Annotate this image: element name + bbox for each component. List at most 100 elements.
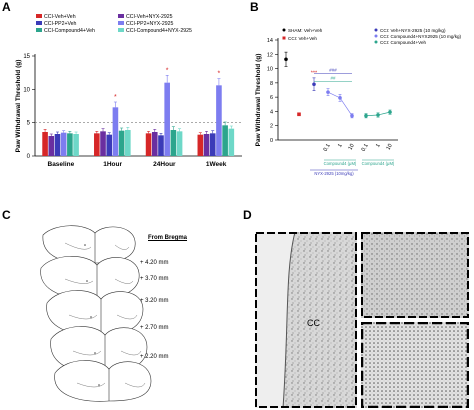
y-tick-label: 6 [270,95,273,101]
x-tick-label: 1 [375,143,382,149]
data-point [297,112,301,117]
bracket-label: Compound4 (μM) [362,161,395,166]
y-tick-label: 4 [270,109,273,115]
bar [228,128,235,156]
bar [100,131,106,156]
legend-label: SHAM: Veh+Veh [288,28,323,33]
y-tick-label: 15 [23,54,30,60]
x-tick-label: 1Hour [103,161,122,168]
y-tick-label: 2 [270,124,273,130]
legend-label: CCI-PP2+Veh [44,21,77,27]
significance-star: * [114,94,117,101]
legend-label: CCI-PP2+NYX-2925 [126,21,174,27]
data-point [338,96,342,100]
y-tick-label: 10 [267,67,273,73]
legend-marker [282,28,286,32]
bar [67,133,73,156]
legend-marker [282,36,286,40]
bracket-label: NYX-2925 (10mg/kg) [314,171,354,176]
legend-marker [374,34,378,38]
scatter-chart-b: 0 2 4 6 8 10 12 14 Paw Withdrawal Threshold (g) *… [255,28,462,176]
legend-label: CCI-Compound4+NYX-2925 [126,28,192,34]
y-tick-label: 12 [267,52,273,58]
legend-swatch [36,14,42,18]
y-tick-label: 14 [267,38,273,44]
bar [151,132,158,156]
y-tick-label: 0 [270,138,273,144]
y-tick-label: 5 [27,121,31,127]
legend-label: CCI-Veh+Veh [44,14,76,20]
legend-swatch [118,14,124,18]
significance-star: * [166,67,169,74]
legend-marker [374,28,378,32]
bar [54,134,61,156]
bar [164,82,170,156]
bregma-level: + 2.20 mm [140,354,169,360]
bar [176,131,183,156]
y-axis-label: Paw Withdrawal Threshold (g) [15,60,22,153]
bar [222,125,228,156]
y-tick-label: 10 [23,87,30,93]
bar [203,134,210,156]
x-tick-label: 0.1 [361,143,370,153]
bregma-title: From Bregma [148,235,188,241]
data-point [312,82,316,87]
significance-label: ## [330,75,336,80]
brain-sections-drawing [40,225,152,402]
panel-c: From Bregma + 4.20 mm + 3.70 mm + 3.20 m… [0,218,240,410]
legend-swatch [118,28,124,32]
bar [125,130,131,156]
x-tick-label: 24Hour [153,161,176,168]
legend-label: CCI: Veh+Veh [288,36,317,41]
legend-swatch [36,21,42,25]
bar [209,133,216,156]
panel-d: CC [255,232,469,408]
legend-label: CCI-Compound4+Veh [44,28,95,34]
x-tick-label: 10 [385,143,393,151]
bar [216,85,222,156]
histology-main-image [255,232,357,408]
bar [42,132,48,156]
x-tick-label: 10 [347,143,355,151]
x-tick-label: 1 [337,143,344,149]
y-tick-label: 8 [270,81,273,87]
significance-label: *** [311,70,318,76]
legend-label: CCI: Veh+NYX-2925 (10 mg/kg) [380,28,446,33]
bar [145,133,152,156]
legend-label: CCI: Compound4+NYX2925 (10 mg/kg) [380,34,462,39]
significance-star: * [218,71,221,78]
bracket-label: Compound4 (μM) [324,161,357,166]
x-tick-label: 0.1 [323,143,332,153]
histology-zoom-top [361,232,469,318]
bar [106,134,113,156]
legend-swatch [118,21,124,25]
bregma-level: + 4.20 mm [140,260,169,266]
bar [170,130,177,156]
bregma-level: + 2.70 mm [140,325,169,331]
bar [60,132,67,156]
bar [48,136,55,156]
bar [118,130,125,156]
y-tick-label: 0 [27,154,31,160]
bar [73,134,79,156]
legend-label: CCI: Compound4+Veh [380,40,427,45]
bar [197,134,204,156]
legend-swatch [36,28,42,32]
panel-label-b: B [250,0,259,14]
bregma-level: + 3.70 mm [140,276,169,282]
data-point [326,90,330,94]
data-point [388,110,392,114]
data-point [350,113,354,118]
data-point [364,113,368,118]
bar [112,107,119,156]
data-point [284,57,288,62]
panel-label-c: C [2,208,11,222]
bar [158,135,164,156]
y-axis-label: Paw Withdrawal Threshold (g) [255,54,262,147]
significance-label: ### [329,67,337,72]
legend-marker [374,40,378,44]
cc-label: CC [307,318,320,328]
histology-zoom-bottom [361,322,469,408]
legend-label: CCI-Veh+NYX-2925 [126,14,173,20]
